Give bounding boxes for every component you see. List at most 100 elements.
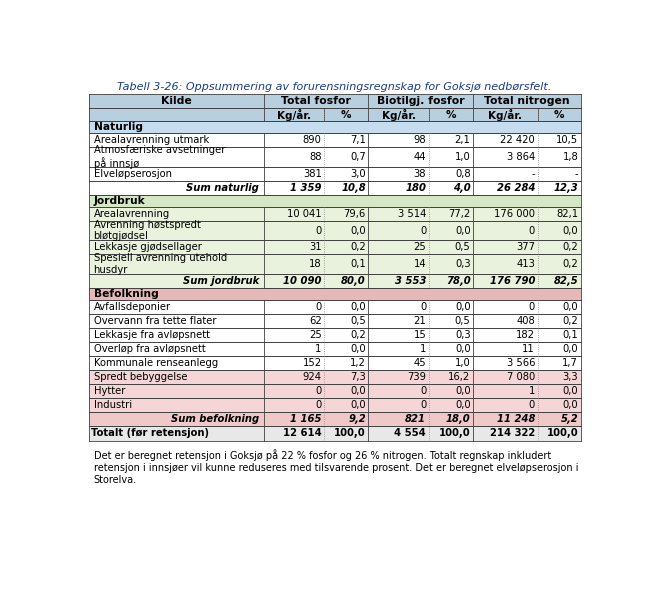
Text: 924: 924: [303, 372, 321, 382]
Text: Avfallsdeponier: Avfallsdeponier: [93, 302, 170, 312]
Text: %: %: [446, 110, 456, 120]
Text: 77,2: 77,2: [448, 209, 470, 219]
Text: 0,1: 0,1: [350, 259, 366, 269]
Text: Elveløpserosjon: Elveløpserosjon: [93, 169, 172, 178]
Text: Lekkasje fra avløpsnett: Lekkasje fra avløpsnett: [93, 330, 209, 340]
Bar: [89, 370, 581, 384]
Text: Det er beregnet retensjon i Goksjø på 22 % fosfor og 26 % nitrogen. Totalt regns: Det er beregnet retensjon i Goksjø på 22…: [93, 450, 578, 485]
Text: 0,0: 0,0: [455, 400, 470, 410]
Text: 11 248: 11 248: [496, 414, 535, 424]
Text: Sum jordbruk: Sum jordbruk: [183, 276, 259, 286]
Text: %: %: [341, 110, 352, 120]
Bar: [89, 133, 581, 147]
Text: 100,0: 100,0: [334, 428, 366, 439]
Bar: [89, 300, 581, 314]
Text: 9,2: 9,2: [348, 414, 366, 424]
Text: 0,0: 0,0: [351, 386, 366, 396]
Text: 82,5: 82,5: [553, 276, 578, 286]
Bar: [89, 426, 581, 441]
Text: 1 165: 1 165: [290, 414, 321, 424]
Text: Tabell 3-26: Oppsummering av forurensningsregnskap for Goksjø nedbørsfelt.: Tabell 3-26: Oppsummering av forurensnin…: [117, 82, 551, 91]
Text: 10,8: 10,8: [341, 183, 366, 192]
Text: Avrenning høstspredt
bløtgjødsel: Avrenning høstspredt bløtgjødsel: [93, 220, 200, 241]
Text: Lekkasje gjødsellager: Lekkasje gjødsellager: [93, 242, 202, 252]
Text: 31: 31: [309, 242, 321, 252]
Bar: [89, 412, 581, 426]
Text: 0,5: 0,5: [350, 316, 366, 326]
Bar: [89, 207, 581, 221]
Text: 1: 1: [316, 344, 321, 354]
Text: 5,2: 5,2: [561, 414, 578, 424]
Text: 0,7: 0,7: [350, 152, 366, 162]
Text: 25: 25: [309, 330, 321, 340]
Text: 1,0: 1,0: [455, 152, 470, 162]
Bar: [89, 147, 581, 167]
Text: 0,8: 0,8: [455, 169, 470, 178]
Text: Naturlig: Naturlig: [93, 122, 143, 132]
Text: 0: 0: [529, 226, 535, 235]
Text: 100,0: 100,0: [439, 428, 470, 439]
Bar: [89, 195, 581, 207]
Text: 0,3: 0,3: [455, 259, 470, 269]
Text: 11: 11: [522, 344, 535, 354]
Text: 0,2: 0,2: [562, 316, 578, 326]
Text: Befolkning: Befolkning: [93, 289, 158, 299]
Text: 0,3: 0,3: [455, 330, 470, 340]
Text: 4,0: 4,0: [453, 183, 470, 192]
Text: 0,2: 0,2: [350, 242, 366, 252]
Text: 7 080: 7 080: [507, 372, 535, 382]
Text: 0,0: 0,0: [455, 386, 470, 396]
Text: 0,0: 0,0: [351, 400, 366, 410]
Text: 7,3: 7,3: [350, 372, 366, 382]
Text: 16,2: 16,2: [448, 372, 470, 382]
Bar: [89, 384, 581, 397]
Text: 0: 0: [529, 302, 535, 312]
Text: 82,1: 82,1: [556, 209, 578, 219]
Text: 79,6: 79,6: [343, 209, 366, 219]
Text: 0,0: 0,0: [351, 226, 366, 235]
Text: 182: 182: [516, 330, 535, 340]
Text: 10 090: 10 090: [283, 276, 321, 286]
Text: -: -: [575, 169, 578, 178]
Text: 1,7: 1,7: [562, 358, 578, 368]
Bar: [89, 240, 581, 254]
Text: 0,5: 0,5: [455, 242, 470, 252]
Text: 0: 0: [316, 226, 321, 235]
Bar: [89, 288, 581, 300]
Bar: [89, 254, 581, 274]
Text: 0,2: 0,2: [562, 242, 578, 252]
Text: 0,2: 0,2: [350, 330, 366, 340]
Bar: [89, 342, 581, 356]
Text: 0: 0: [316, 386, 321, 396]
Text: Sum naturlig: Sum naturlig: [186, 183, 259, 192]
Text: 381: 381: [303, 169, 321, 178]
Text: 821: 821: [405, 414, 426, 424]
Text: 3 553: 3 553: [395, 276, 426, 286]
Text: 0: 0: [316, 302, 321, 312]
Text: 0: 0: [420, 226, 426, 235]
Text: 408: 408: [516, 316, 535, 326]
Text: 10,5: 10,5: [556, 135, 578, 145]
Text: 0,0: 0,0: [351, 344, 366, 354]
Text: Kg/år.: Kg/år.: [489, 109, 522, 121]
Text: 0,2: 0,2: [562, 259, 578, 269]
Bar: [89, 221, 581, 240]
Text: 12,3: 12,3: [553, 183, 578, 192]
Text: 1 359: 1 359: [290, 183, 321, 192]
Text: Kommunale renseanlegg: Kommunale renseanlegg: [93, 358, 218, 368]
Text: Industri: Industri: [93, 400, 132, 410]
Text: Kilde: Kilde: [161, 96, 192, 106]
Text: 3 514: 3 514: [398, 209, 426, 219]
Text: 18: 18: [309, 259, 321, 269]
Text: Kg/år.: Kg/år.: [382, 109, 415, 121]
Text: 377: 377: [516, 242, 535, 252]
Text: Spredt bebyggelse: Spredt bebyggelse: [93, 372, 187, 382]
Text: Atmosfæriske avsetninger
på innsjø: Atmosfæriske avsetninger på innsjø: [93, 145, 225, 169]
Bar: [89, 181, 581, 195]
Text: 22 420: 22 420: [500, 135, 535, 145]
Text: 0,0: 0,0: [562, 386, 578, 396]
Text: Kg/år.: Kg/år.: [277, 109, 311, 121]
Text: 38: 38: [413, 169, 426, 178]
Text: 1,2: 1,2: [350, 358, 366, 368]
Text: 0: 0: [529, 400, 535, 410]
